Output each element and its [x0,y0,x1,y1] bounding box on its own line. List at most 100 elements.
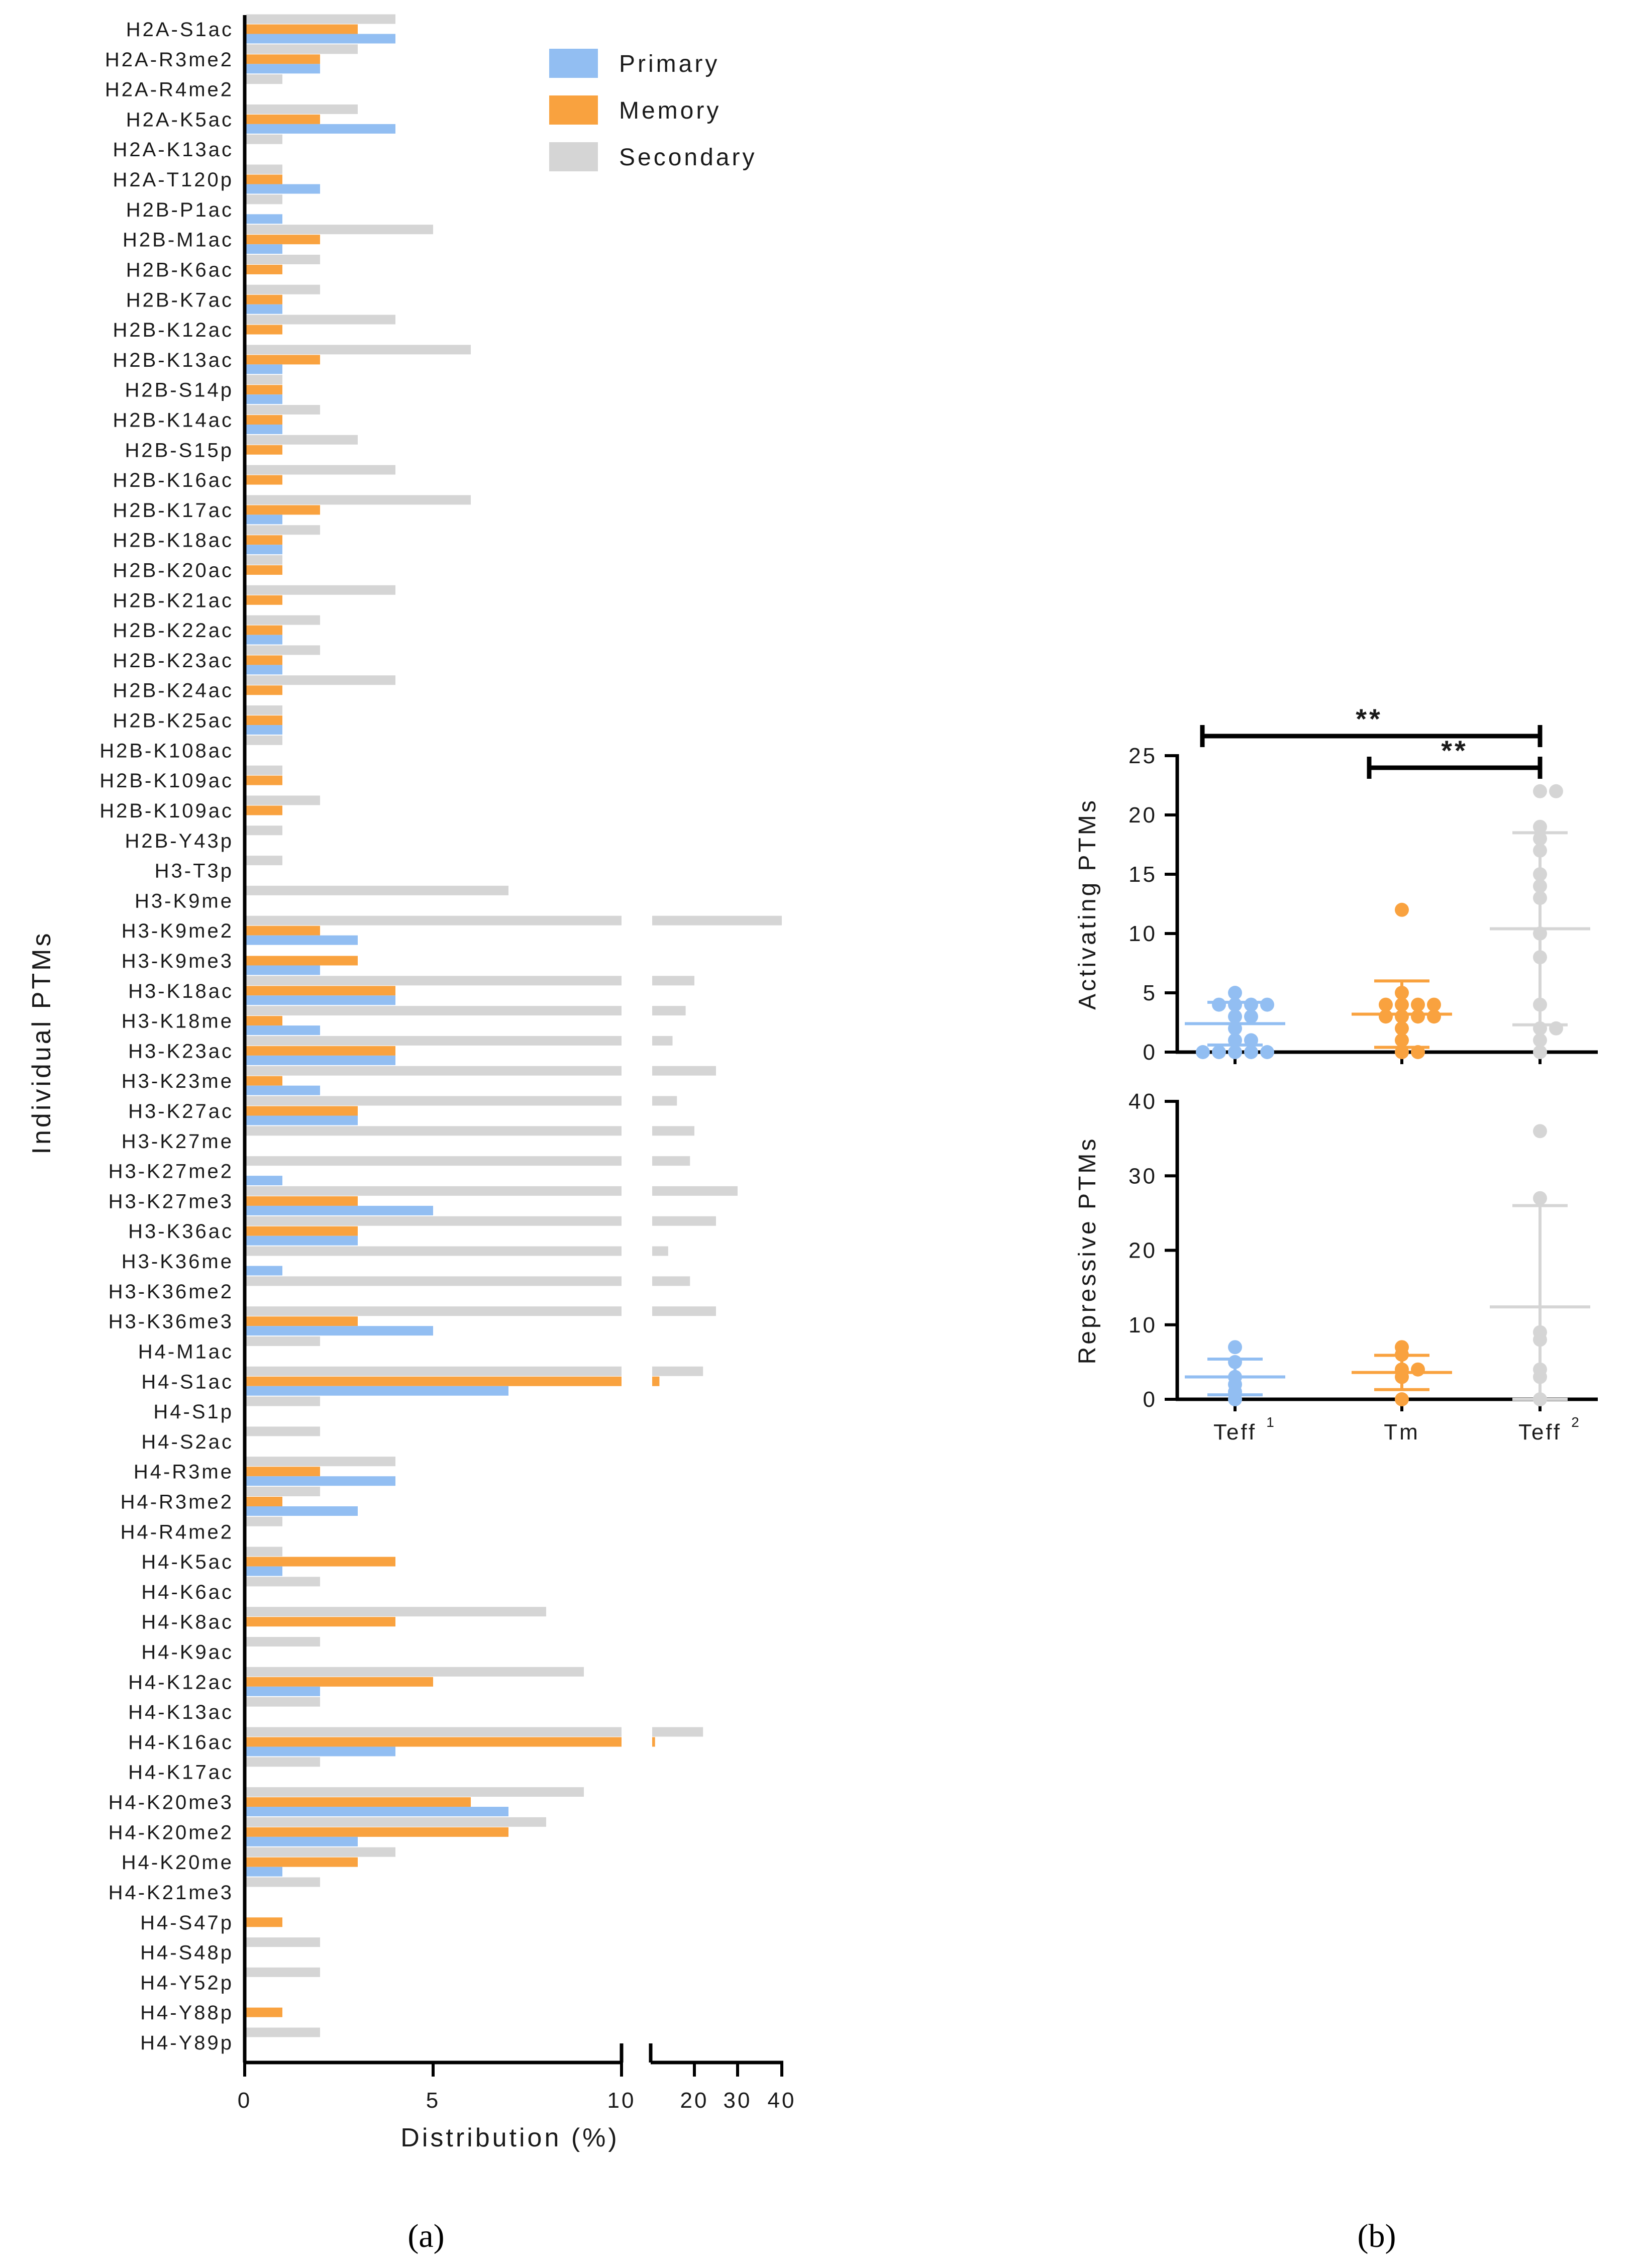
bar-primary [246,1055,395,1065]
data-point [1228,1340,1242,1355]
y-tick-label: 10 [1129,1313,1157,1337]
bar-secondary [246,404,320,415]
bar-secondary [246,1306,622,1316]
category-label: H4-K21me3 [109,1882,234,1904]
category-label: H3-K9me [135,890,234,912]
bar-secondary [246,1757,320,1767]
bar-primary [246,1566,282,1576]
y-tick-label: 15 [1129,862,1157,887]
legend-swatch-memory [549,95,598,125]
category-label: H2B-K109ac [99,770,234,792]
category-label: H4-K6ac [141,1581,234,1603]
category-label: H3-K23ac [128,1040,234,1062]
bar-primary [246,665,282,675]
bar-primary [246,1476,395,1486]
bar-memory [246,1376,622,1386]
bar-memory [246,655,282,665]
x-category-superscript: 2 [1571,1414,1581,1430]
category-label: H3-K18ac [128,980,234,1002]
category-label: H4-M1ac [138,1341,234,1363]
category-label: H3-K18me [122,1010,234,1033]
category-label: H2A-R3me2 [105,49,234,71]
bar-primary [246,514,282,525]
bar-memory [246,235,320,245]
legend-label-memory: Memory [619,97,721,124]
significance-label: ** [1356,703,1383,735]
bar-primary [246,545,282,555]
bar-secondary-broken [652,1306,716,1316]
bar-secondary [246,1096,622,1106]
data-point [1379,997,1393,1012]
category-label: H2B-K17ac [113,499,234,522]
data-point [1533,819,1547,834]
bar-primary [246,424,282,434]
bar-secondary [246,976,622,986]
bar-secondary [246,1637,320,1647]
bar-primary [246,1807,508,1817]
bar-secondary [246,1396,320,1406]
bar-secondary [246,1967,320,1977]
bar-primary [246,1746,395,1757]
bar-secondary [246,1276,622,1286]
bar-primary [246,1025,320,1036]
bar-memory [246,475,282,485]
bar-secondary [246,315,395,325]
category-label: H3-K27ac [128,1100,234,1122]
category-label: H3-K9me2 [122,920,234,942]
bar-memory [246,294,282,304]
bar-primary [246,304,282,314]
x-tick-label: 5 [426,2088,440,2113]
data-point [1533,1191,1547,1205]
bar-memory [246,1617,395,1627]
bar-secondary-broken [652,1276,690,1286]
bar-secondary [246,74,282,84]
bar-memory [246,1226,358,1236]
y-tick-label: 20 [1129,1239,1157,1263]
category-label: H2B-K25ac [113,710,234,732]
category-label: H4-R4me2 [121,1521,234,1543]
bar-secondary-broken [652,1006,686,1016]
x-tick-label: 30 [724,2088,752,2113]
bar-primary [246,364,282,374]
category-label: H3-K36ac [128,1220,234,1243]
bar-secondary [246,1066,622,1076]
caption-a: (a) [407,2218,444,2254]
bar-secondary [246,585,395,595]
bar-primary [246,1386,508,1396]
bar-memory [246,1827,508,1837]
bar-primary [246,1205,433,1215]
bar-memory [246,1737,622,1747]
category-label: H3-K36me [122,1251,234,1273]
category-label: H3-K27me3 [109,1190,234,1212]
data-point [1260,1045,1274,1059]
bar-secondary [246,284,320,294]
bar-memory [246,1557,395,1567]
bar-memory [246,956,358,966]
category-label: H2B-K109ac [99,800,234,822]
category-label: H3-K27me [122,1130,234,1153]
bar-memory [246,325,282,335]
bar-secondary-broken [652,1066,716,1076]
category-label: H2B-K6ac [126,259,234,281]
data-point [1395,1340,1409,1355]
y-tick-label: 0 [1143,1387,1157,1412]
bar-secondary [246,1727,622,1737]
category-label: H4-S47p [140,1912,234,1934]
bar-memory [246,595,282,605]
x-category-label: Teff [1518,1420,1562,1445]
x-category-label: Teff [1213,1420,1257,1445]
category-label: H2B-K108ac [99,740,234,762]
category-label: H2A-K5ac [126,109,234,131]
bar-primary [246,1836,358,1846]
bar-secondary [246,345,471,355]
bar-secondary-broken [652,1036,673,1046]
data-point [1411,1362,1425,1377]
data-point [1228,1045,1242,1059]
bar-primary [246,1867,282,1877]
category-label: H3-K36me3 [109,1311,234,1333]
x-category-label: Tm [1384,1420,1420,1445]
category-label: H4-K12ac [128,1671,234,1693]
category-label: H2B-Y43p [125,830,234,852]
category-label: H2B-K23ac [113,650,234,672]
bar-secondary [246,134,282,144]
